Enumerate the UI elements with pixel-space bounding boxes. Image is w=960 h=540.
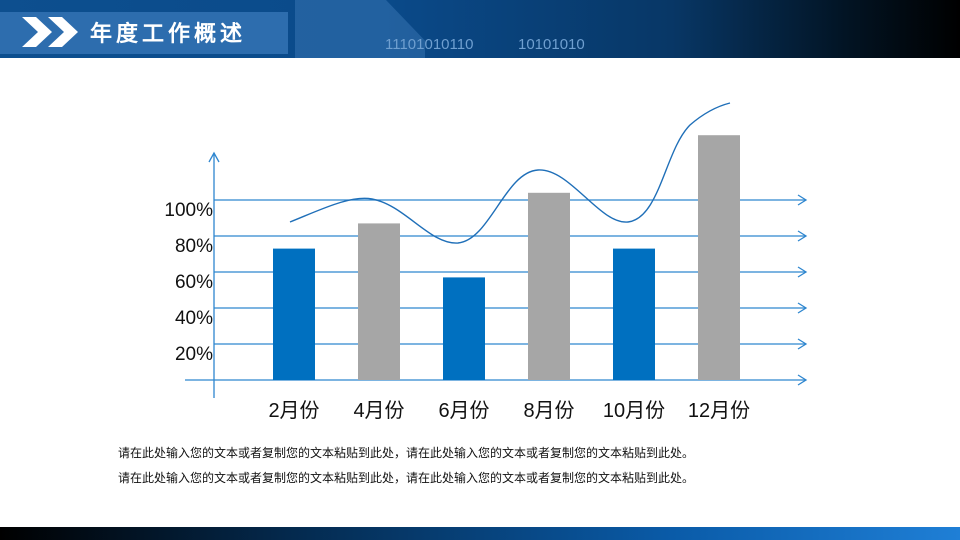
y-tick-label: 40% bbox=[175, 308, 213, 329]
gridline-arrow bbox=[797, 266, 808, 278]
y-tick-label: 80% bbox=[175, 236, 213, 257]
y-axis-arrow bbox=[208, 151, 220, 163]
description-line: 请在此处输入您的文本或者复制您的文本粘贴到此处，请在此处输入您的文本或者复制您的… bbox=[118, 471, 695, 485]
y-tick-label: 20% bbox=[175, 344, 213, 365]
binary-decoration: 10101010 bbox=[518, 36, 585, 53]
header-banner: 年度工作概述 11101010110 10101010 bbox=[0, 0, 960, 58]
gridline-arrow bbox=[797, 374, 808, 386]
x-tick-label: 8月份 bbox=[523, 399, 574, 422]
bar bbox=[358, 223, 400, 380]
gridline-arrow bbox=[797, 302, 808, 314]
double-chevron-icon bbox=[22, 17, 78, 47]
gridline-arrow bbox=[797, 338, 808, 350]
gridline-arrow bbox=[797, 230, 808, 242]
bar bbox=[443, 277, 485, 380]
y-tick-label: 60% bbox=[175, 272, 213, 293]
x-tick-label: 4月份 bbox=[353, 399, 404, 422]
x-tick-label: 2月份 bbox=[268, 399, 319, 422]
gridline-arrow bbox=[797, 194, 808, 206]
page-title: 年度工作概述 bbox=[90, 22, 247, 47]
footer-bar bbox=[0, 527, 960, 540]
bar bbox=[273, 248, 315, 380]
binary-decoration: 11101010110 bbox=[385, 36, 474, 53]
bar bbox=[613, 248, 655, 380]
x-tick-label: 12月份 bbox=[688, 399, 750, 422]
description-line: 请在此处输入您的文本或者复制您的文本粘贴到此处，请在此处输入您的文本或者复制您的… bbox=[118, 446, 695, 460]
bar bbox=[528, 192, 570, 380]
y-tick-label: 100% bbox=[164, 200, 213, 221]
x-tick-label: 10月份 bbox=[603, 399, 665, 422]
trend-line bbox=[289, 102, 731, 244]
bar bbox=[698, 135, 740, 380]
bar-chart: 20% 40% 60% 80% 100% 2月份 4月份 6月份 8月份 10月份 12月份 bbox=[164, 102, 808, 422]
x-tick-label: 6月份 bbox=[438, 399, 489, 422]
